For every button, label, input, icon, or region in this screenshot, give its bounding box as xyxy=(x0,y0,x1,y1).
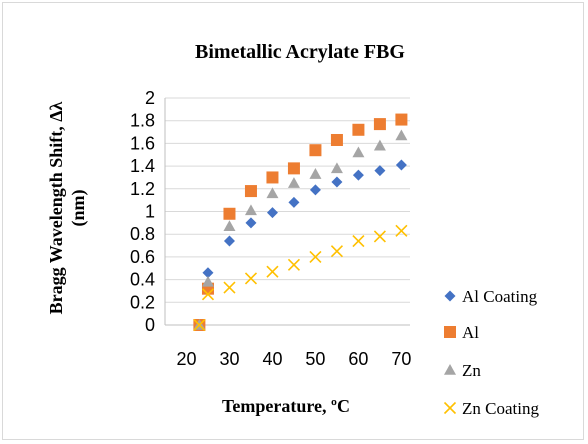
axes xyxy=(164,98,410,326)
data-point-triangle xyxy=(244,204,257,216)
data-point-square xyxy=(223,207,236,220)
data-point-x xyxy=(193,318,206,332)
legend-marker xyxy=(444,326,456,338)
data-point-x xyxy=(309,250,322,263)
y-tick-label: 2 xyxy=(145,88,155,108)
x-tick-label: 60 xyxy=(348,349,368,369)
data-point-diamond xyxy=(245,217,257,229)
data-points xyxy=(193,113,408,332)
data-point-diamond xyxy=(266,207,278,219)
data-point-x xyxy=(287,258,301,271)
legend-marker xyxy=(443,401,457,415)
data-point-diamond xyxy=(395,159,407,171)
data-point-triangle xyxy=(395,129,408,141)
chart-frame xyxy=(2,2,584,440)
data-point-x xyxy=(352,234,365,248)
data-point-triangle xyxy=(223,220,236,232)
data-point-diamond xyxy=(223,235,235,247)
data-point-square xyxy=(309,144,322,157)
data-point-x xyxy=(330,245,343,258)
data-point-square xyxy=(266,171,279,184)
y-tick-label: 0 xyxy=(145,315,155,335)
data-point-diamond xyxy=(374,165,386,177)
legend-item: Al Coating xyxy=(444,287,538,306)
x-tick-label: 20 xyxy=(176,349,196,369)
y-tick-labels: 0 0.20.4 0.6 0.81 1.2 1.4 1.61.8 2 xyxy=(130,88,155,335)
data-point-diamond xyxy=(288,196,300,208)
y-tick-label: 0.2 xyxy=(130,292,155,312)
x-tick-label: 70 xyxy=(391,349,411,369)
y-tick-label: 1.4 xyxy=(130,156,155,176)
data-point-x xyxy=(244,272,258,285)
data-point-triangle xyxy=(201,275,214,287)
y-tick-label: 1.2 xyxy=(130,179,155,199)
legend-item: Zn xyxy=(444,361,481,380)
data-point-triangle xyxy=(373,139,386,151)
data-point-x xyxy=(266,265,279,278)
y-tick-label: 1.6 xyxy=(130,133,155,153)
x-tick-label: 50 xyxy=(305,349,325,369)
data-point-x xyxy=(395,224,408,237)
data-point-triangle xyxy=(309,168,322,179)
x-tick-label: 30 xyxy=(219,349,239,369)
legend-label: Al Coating xyxy=(462,287,538,306)
grid-lines xyxy=(165,97,410,303)
legend-label: Zn Coating xyxy=(462,399,539,418)
y-tick-label: 1.8 xyxy=(130,111,155,131)
legend: Al Coating Al Zn Zn Coating xyxy=(443,287,539,418)
data-point-diamond xyxy=(352,169,364,181)
data-point-square xyxy=(395,113,408,126)
data-point-square xyxy=(352,123,365,136)
y-axis-label-unit: (nm) xyxy=(68,190,89,227)
data-point-diamond xyxy=(202,267,214,279)
data-point-diamond xyxy=(309,184,321,196)
x-tick-labels: 20 30 40 50 60 70 xyxy=(176,349,411,369)
data-point-square xyxy=(373,118,386,131)
data-point-triangle xyxy=(287,177,300,188)
data-point-diamond xyxy=(331,176,343,188)
data-point-triangle xyxy=(330,162,343,174)
legend-marker xyxy=(444,364,456,375)
y-axis-label: Bragg Wavelength Shift, Δλ xyxy=(46,101,66,314)
chart-title: Bimetallic Acrylate FBG xyxy=(195,41,405,63)
legend-label: Zn xyxy=(462,361,481,380)
legend-label: Al xyxy=(462,323,479,342)
legend-item: Zn Coating xyxy=(443,399,539,418)
data-point-square xyxy=(287,162,300,175)
y-tick-label: 1 xyxy=(145,202,155,222)
x-tick-label: 40 xyxy=(262,349,282,369)
x-axis-label: Temperature, ºC xyxy=(222,396,350,416)
y-tick-label: 0.6 xyxy=(130,247,155,267)
data-point-square xyxy=(330,133,343,146)
data-point-x xyxy=(201,288,215,301)
y-tick-label: 0.4 xyxy=(130,270,155,290)
legend-marker xyxy=(444,290,456,302)
data-point-triangle xyxy=(352,146,365,158)
legend-item: Al xyxy=(444,323,479,342)
y-tick-label: 0.8 xyxy=(130,224,155,244)
data-point-triangle xyxy=(266,187,279,199)
data-point-x xyxy=(223,281,236,294)
data-point-x xyxy=(373,230,386,243)
data-point-square xyxy=(244,185,257,198)
